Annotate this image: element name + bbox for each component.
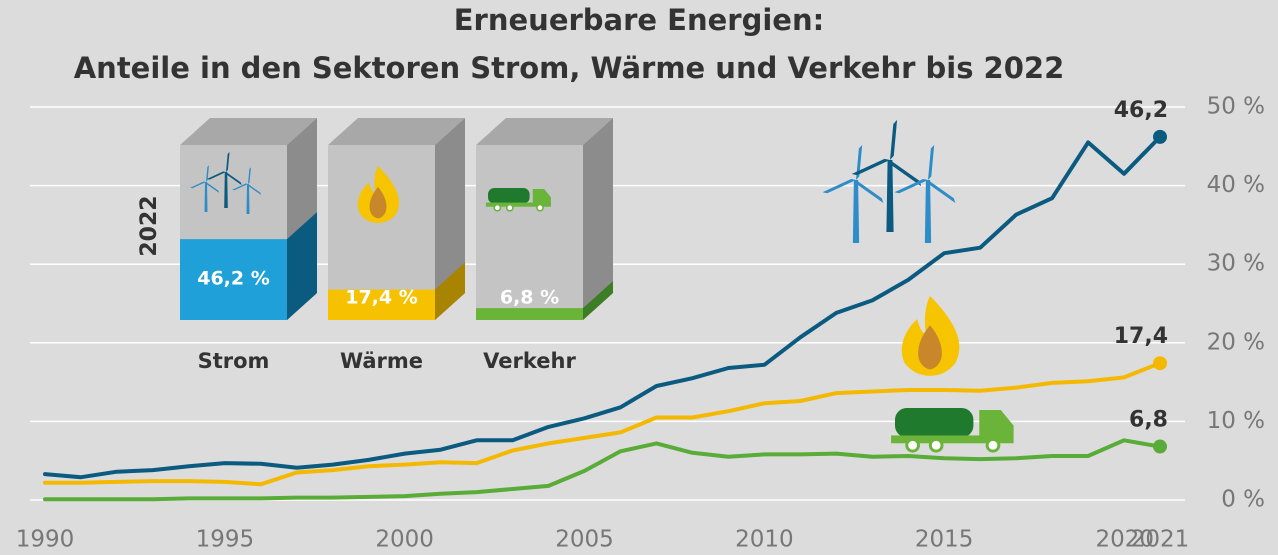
x-tick-label: 2010 <box>735 527 794 553</box>
box-year: 2022 <box>137 195 162 256</box>
turbine-tower <box>224 172 228 208</box>
turbine-tower <box>205 182 208 212</box>
y-tick-label: 50 % <box>1207 94 1265 120</box>
box-category-label: Verkehr <box>483 349 576 373</box>
box-fill <box>476 308 583 320</box>
end-point <box>1153 440 1167 454</box>
x-tick-label: 2000 <box>375 527 434 553</box>
y-tick-label: 0 % <box>1221 487 1265 513</box>
turbine-tower <box>853 180 859 243</box>
box-value-label: 6,8 % <box>500 287 559 309</box>
data-label: 17,4 <box>1114 324 1168 349</box>
y-tick-label: 20 % <box>1207 329 1265 355</box>
box-category-label: Wärme <box>340 349 423 373</box>
box-category-label: Strom <box>198 349 270 373</box>
x-tick-label: 2015 <box>915 527 974 553</box>
truck-wheel <box>537 205 543 211</box>
y-tick-label: 30 % <box>1207 251 1265 277</box>
chart-subtitle: Anteile in den Sektoren Strom, Wärme und… <box>74 51 1065 85</box>
turbine-tower <box>247 184 250 214</box>
end-point <box>1153 130 1167 144</box>
x-tick-label: 1995 <box>196 527 255 553</box>
truck-wheel <box>494 205 500 211</box>
truck-wheel <box>987 439 999 451</box>
x-tick-label: 2005 <box>555 527 614 553</box>
y-tick-label: 10 % <box>1207 408 1265 434</box>
data-label: 46,2 <box>1114 98 1168 123</box>
chart: Erneuerbare Energien: Anteile in den Sek… <box>0 0 1278 555</box>
truck-wheel <box>907 439 919 451</box>
truck-tank <box>488 188 530 204</box>
box-value-label: 17,4 % <box>345 287 418 309</box>
truck-wheel <box>930 439 942 451</box>
turbine-tower <box>925 180 931 243</box>
chart-title: Erneuerbare Energien: <box>454 3 824 37</box>
x-tick-label: 1990 <box>16 527 75 553</box>
data-label: 6,8 <box>1129 408 1168 433</box>
truck-wheel <box>507 205 513 211</box>
box-value-label: 46,2 % <box>197 268 270 290</box>
x-tick-label: 2021 <box>1131 527 1190 553</box>
truck-tank <box>895 408 973 437</box>
end-point <box>1153 356 1167 370</box>
y-tick-label: 40 % <box>1207 172 1265 198</box>
turbine-tower <box>886 160 893 232</box>
